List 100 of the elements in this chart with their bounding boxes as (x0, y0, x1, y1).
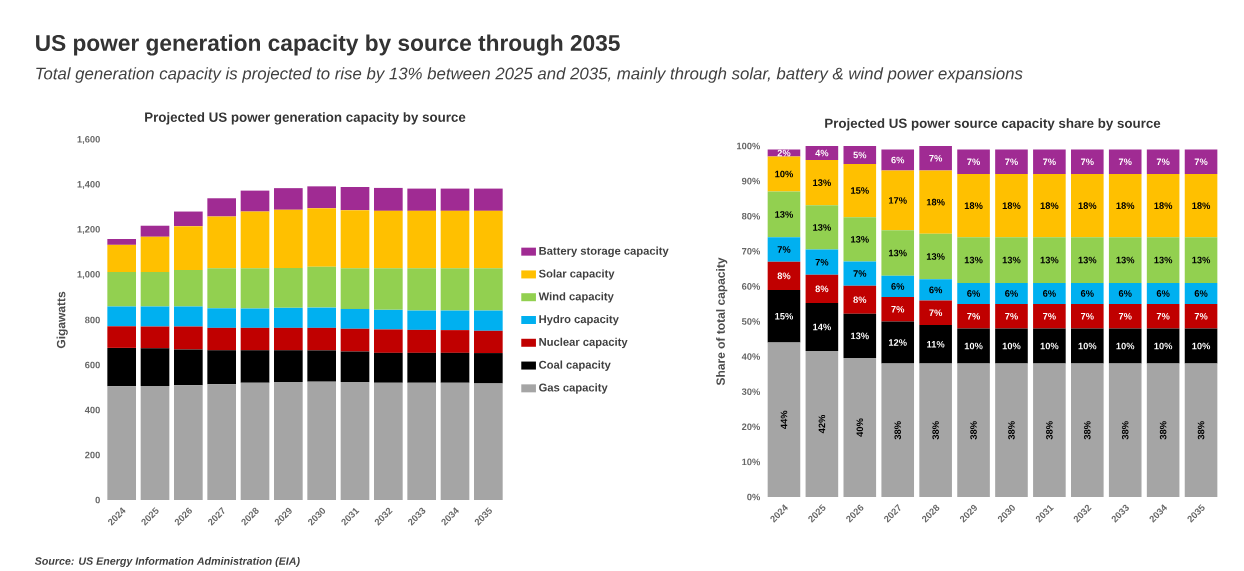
legend-label: Nuclear capacity (539, 337, 628, 348)
data-label: 38% (1008, 421, 1015, 440)
bar (1184, 282, 1218, 304)
bar (1184, 149, 1218, 174)
bar (207, 350, 237, 385)
data-label: 18% (1154, 202, 1173, 209)
data-label: 18% (1116, 202, 1135, 209)
bar (995, 149, 1028, 174)
data-label: 7% (815, 258, 829, 266)
bar (1184, 237, 1218, 283)
bar (1146, 173, 1180, 238)
bar (140, 326, 170, 349)
bar (474, 268, 503, 311)
bar (374, 309, 403, 330)
bar (274, 267, 303, 308)
bar (843, 313, 877, 358)
bar (374, 187, 403, 211)
bar (1108, 303, 1142, 329)
data-label: 18% (1078, 202, 1097, 209)
bar (1033, 363, 1066, 497)
y-tick-label: 10% (742, 458, 761, 465)
bar (919, 324, 952, 364)
bar (474, 352, 503, 384)
bar (340, 328, 370, 352)
bar (440, 352, 470, 383)
bar (140, 236, 170, 272)
bar (1108, 173, 1142, 238)
bar (274, 307, 303, 328)
text: US power generation capacity by source through 2035 (36, 34, 620, 56)
data-label: 7% (1043, 158, 1056, 165)
bar (1146, 237, 1180, 283)
bar (843, 285, 877, 314)
data-label: 17% (888, 196, 907, 204)
data-label: 13% (813, 223, 831, 231)
bar (957, 363, 990, 497)
data-label: 7% (777, 246, 791, 253)
bar (957, 303, 990, 329)
bar (1108, 237, 1142, 283)
bar (1071, 282, 1104, 304)
bar (919, 233, 952, 280)
bar (340, 186, 370, 210)
data-label: 6% (1042, 289, 1056, 297)
bar (1184, 328, 1218, 364)
data-label: 6% (1156, 289, 1170, 297)
bar (1146, 328, 1180, 364)
bar (440, 329, 470, 353)
data-label: 4% (815, 149, 829, 157)
data-label: 38% (1046, 421, 1053, 440)
data-label: 10% (1154, 342, 1173, 350)
data-label: 13% (775, 210, 794, 218)
bar (407, 310, 437, 330)
y-tick-label: 1,400 (77, 180, 100, 189)
bar (957, 328, 990, 364)
y-tick-label: 70% (742, 247, 761, 255)
data-label: 13% (1116, 256, 1135, 264)
data-label: 15% (775, 312, 794, 320)
bar (274, 381, 303, 500)
bar (207, 384, 237, 500)
bar (1033, 237, 1066, 283)
bar (881, 275, 915, 297)
data-label: 7% (967, 312, 981, 320)
data-label: 6% (891, 282, 905, 290)
bar (767, 156, 801, 192)
bar (107, 244, 137, 272)
bar (805, 159, 839, 206)
bar (1108, 363, 1142, 497)
legend-label: Hydro capacity (539, 314, 619, 326)
data-label: 7% (1043, 312, 1056, 320)
y-tick-label: 600 (85, 361, 100, 369)
data-label: 7% (1080, 312, 1094, 320)
bar (307, 266, 337, 308)
bar (140, 306, 170, 327)
data-label: 38% (932, 421, 939, 440)
bar (1071, 303, 1104, 329)
data-label: 10% (1002, 342, 1021, 350)
bar (440, 188, 470, 211)
bar (174, 225, 203, 270)
data-label: 13% (1002, 256, 1021, 264)
bar (140, 271, 170, 307)
data-label: 13% (964, 256, 983, 264)
bar (240, 211, 270, 269)
bar (274, 209, 303, 268)
data-label: 7% (1194, 158, 1208, 165)
data-label: 13% (1078, 256, 1097, 264)
y-tick-label: 60% (741, 282, 761, 290)
bar (474, 210, 503, 269)
legend-label: Coal capacity (539, 360, 611, 371)
bar (767, 191, 801, 238)
data-label: 13% (926, 253, 945, 260)
data-label: 7% (1156, 158, 1170, 165)
bar (1146, 282, 1180, 304)
bar (1108, 328, 1142, 364)
bar (307, 381, 337, 500)
bar (307, 307, 337, 328)
bar (140, 225, 170, 237)
bar (107, 238, 137, 245)
y-axis-title: Share of total capacity (716, 257, 728, 385)
data-label: 38% (1197, 421, 1205, 440)
bar (843, 163, 877, 218)
data-label: 5% (853, 151, 867, 159)
